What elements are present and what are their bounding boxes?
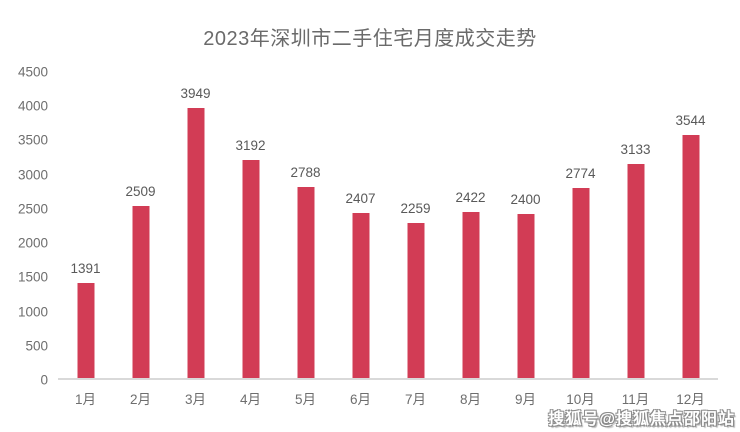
bar xyxy=(407,223,424,378)
y-axis-tick-label: 2500 xyxy=(17,201,48,217)
y-axis-tick-label: 4500 xyxy=(17,64,48,80)
bar-value-label: 2774 xyxy=(565,166,596,182)
bar xyxy=(132,206,149,378)
bar-column: 2422 8月 xyxy=(443,72,498,407)
bar xyxy=(682,135,699,378)
bar xyxy=(77,282,94,378)
x-axis-label: 5月 xyxy=(294,392,317,407)
bar-column: 3544 12月 xyxy=(663,72,718,407)
bar xyxy=(517,213,534,378)
x-axis-label: 11月 xyxy=(621,392,650,407)
bar-value-label: 2422 xyxy=(455,190,486,206)
x-axis-label: 7月 xyxy=(404,392,427,407)
bar-column: 1391 1月 xyxy=(58,72,113,407)
bar-value-label: 1391 xyxy=(70,260,101,276)
bar-column: 2407 6月 xyxy=(333,72,388,407)
bar-column: 3192 4月 xyxy=(223,72,278,407)
x-axis-label: 6月 xyxy=(349,392,372,407)
y-axis-tick-label: 3000 xyxy=(17,167,48,183)
bar xyxy=(352,213,369,378)
y-axis-tick-label: 500 xyxy=(25,338,48,354)
bar-column: 2400 9月 xyxy=(498,72,553,407)
y-axis-tick-label: 1000 xyxy=(17,304,48,320)
y-axis-tick-label: 3500 xyxy=(17,132,48,148)
bar-value-label: 3192 xyxy=(235,137,266,153)
y-axis-tick-label: 1500 xyxy=(17,269,48,285)
bar-column: 2259 7月 xyxy=(388,72,443,407)
bar-column: 2774 10月 xyxy=(553,72,608,407)
bar xyxy=(572,188,589,378)
watermark: 搜狐号@搜狐焦点邵阳站 xyxy=(548,411,735,428)
bar-value-label: 3133 xyxy=(620,141,651,157)
bar xyxy=(242,159,259,378)
bar-value-label: 3949 xyxy=(180,85,211,101)
bar-value-label: 2400 xyxy=(510,191,541,207)
x-axis-label: 2月 xyxy=(129,392,152,407)
bar-column: 2509 2月 xyxy=(113,72,168,407)
y-axis-tick-label: 4000 xyxy=(17,98,48,114)
bar-column: 2788 5月 xyxy=(278,72,333,407)
bar xyxy=(187,107,204,378)
bar-value-label: 2509 xyxy=(125,184,156,200)
bar xyxy=(627,163,644,378)
x-axis-label: 1月 xyxy=(74,392,97,407)
bar-column: 3949 3月 xyxy=(168,72,223,407)
bar-value-label: 2259 xyxy=(400,201,431,217)
plot-area: 1391 1月 2509 2月 3949 3月 3192 4月 2788 5月 2407 6月 2259… xyxy=(58,72,718,407)
x-axis-label: 8月 xyxy=(459,392,482,407)
bar xyxy=(297,187,314,378)
chart-title: 2023年深圳市二手住宅月度成交走势 xyxy=(203,28,537,50)
bar-value-label: 2788 xyxy=(290,165,321,181)
x-axis-label: 4月 xyxy=(239,392,262,407)
x-axis-label: 3月 xyxy=(184,392,207,407)
y-axis-tick-label: 2000 xyxy=(17,235,48,251)
x-axis-label: 10月 xyxy=(566,392,595,407)
x-axis-label: 12月 xyxy=(676,392,705,407)
bar xyxy=(462,212,479,378)
x-axis-label: 9月 xyxy=(514,392,537,407)
bar-value-label: 2407 xyxy=(345,191,376,207)
y-axis-tick-label: 0 xyxy=(40,372,48,388)
bar-value-label: 3544 xyxy=(675,113,706,129)
y-axis: 0 500 1000 1500 2000 2500 3000 3500 4000 4500 xyxy=(0,0,48,432)
bar-column: 3133 11月 xyxy=(608,72,663,407)
